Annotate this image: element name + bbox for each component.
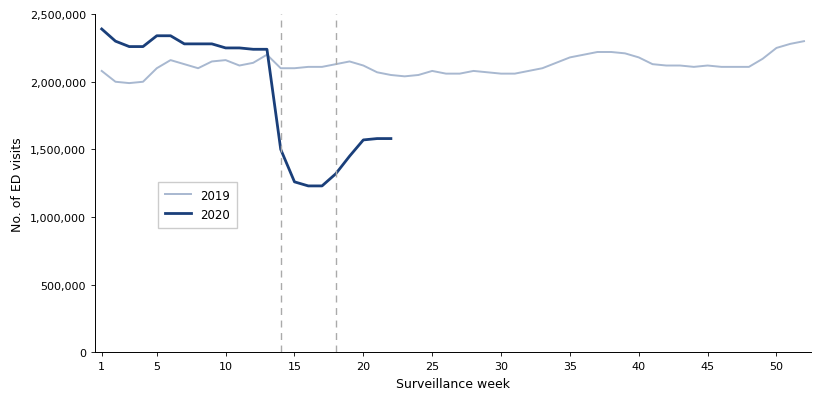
2020 [358,138,368,143]
2020 [276,148,286,152]
2020 [331,172,341,177]
2019 [97,69,107,74]
2020 [262,48,272,53]
2020 [234,47,244,51]
2020 [97,28,107,32]
2020 [165,34,175,39]
2020 [110,40,120,45]
Line: 2020: 2020 [102,30,391,186]
2019 [124,81,134,86]
2020 [386,137,396,142]
2020 [372,137,382,142]
2019 [799,40,809,45]
2019 [358,64,368,69]
2020 [207,43,217,47]
2019 [441,72,451,77]
Line: 2019: 2019 [102,42,804,84]
2020 [289,180,299,185]
2020 [124,45,134,50]
2019 [758,57,768,62]
2020 [221,47,231,51]
Y-axis label: No. of ED visits: No. of ED visits [12,137,24,231]
2020 [303,184,313,189]
2019 [165,59,175,63]
X-axis label: Surveillance week: Surveillance week [396,377,510,390]
2019 [538,67,547,71]
2019 [565,56,575,61]
2020 [193,43,203,47]
2020 [138,45,148,50]
Legend: 2019, 2020: 2019, 2020 [158,182,238,229]
2020 [152,34,162,39]
2020 [344,154,354,159]
2020 [248,48,258,53]
2020 [179,43,189,47]
2020 [317,184,327,189]
